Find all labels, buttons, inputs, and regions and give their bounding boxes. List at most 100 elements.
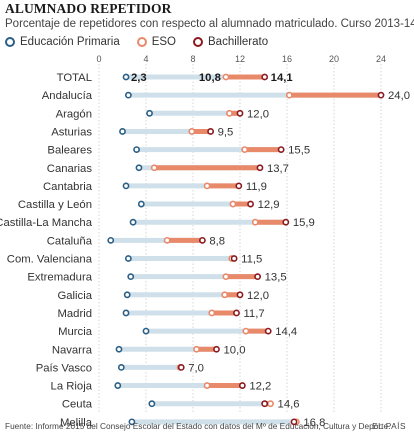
point-bachillerato bbox=[233, 309, 240, 317]
row-label: Melilla bbox=[60, 417, 93, 429]
point-primaria bbox=[148, 400, 156, 408]
row-label: Navarra bbox=[52, 344, 93, 356]
point-eso bbox=[226, 109, 233, 117]
row-label: Castilla-La Mancha bbox=[0, 217, 93, 229]
point-primaria bbox=[129, 218, 137, 226]
point-primaria bbox=[124, 91, 132, 99]
point-primaria bbox=[146, 109, 153, 117]
row-label: Galicia bbox=[57, 290, 92, 302]
data-label-value: 14,4 bbox=[275, 326, 297, 338]
tick-label-x-24: 24 bbox=[376, 54, 386, 64]
tick-label-x-20: 20 bbox=[329, 54, 339, 64]
point-eso bbox=[222, 273, 230, 281]
point-eso bbox=[222, 73, 230, 81]
row-label: País Vasco bbox=[36, 362, 92, 374]
legend: Educación Primaria ESO Bachillerato bbox=[5, 36, 285, 48]
data-label-value: 8,8 bbox=[209, 235, 225, 247]
point-eso bbox=[150, 164, 158, 172]
point-primaria bbox=[142, 327, 150, 335]
point-bachillerato bbox=[261, 400, 269, 408]
point-bachillerato bbox=[235, 182, 243, 190]
row-label: La Rioja bbox=[51, 381, 93, 393]
point-bachillerato bbox=[377, 91, 385, 99]
tick-label-x-16: 16 bbox=[282, 54, 292, 64]
point-eso bbox=[203, 182, 211, 190]
point-bachillerato bbox=[177, 363, 185, 371]
data-label-value: 14,6 bbox=[278, 399, 300, 411]
point-primaria bbox=[137, 200, 145, 208]
tick-label-x-4: 4 bbox=[143, 54, 148, 64]
data-label-value: 16,8 bbox=[303, 417, 325, 429]
data-label-primaria: 2,3 bbox=[131, 72, 147, 84]
point-primaria bbox=[128, 418, 136, 426]
data-label-value: 12,2 bbox=[249, 381, 271, 393]
row-label: TOTAL bbox=[57, 72, 92, 84]
point-bachillerato bbox=[261, 73, 269, 81]
point-eso bbox=[203, 382, 211, 389]
point-primaria bbox=[135, 164, 143, 172]
point-primaria bbox=[117, 363, 125, 371]
tick-label-x-12: 12 bbox=[235, 54, 245, 64]
data-label-value: 12,9 bbox=[258, 199, 280, 211]
data-label-value: 15,5 bbox=[288, 145, 310, 157]
legend-item-bachillerato: Bachillerato bbox=[193, 36, 268, 48]
point-eso bbox=[242, 327, 250, 335]
point-bachillerato bbox=[236, 291, 244, 299]
point-bachillerato bbox=[230, 255, 238, 262]
data-label-value: 11,7 bbox=[243, 308, 264, 320]
row-label: Cataluña bbox=[47, 235, 93, 247]
legend-label-bachillerato: Bachillerato bbox=[208, 36, 269, 48]
point-primaria bbox=[124, 255, 132, 262]
data-label-eso: 10,8 bbox=[199, 72, 221, 84]
point-eso bbox=[208, 309, 216, 317]
point-bachillerato bbox=[207, 128, 215, 135]
legend-marker-primaria bbox=[5, 37, 15, 47]
point-eso bbox=[267, 400, 274, 408]
point-bachillerato bbox=[198, 236, 206, 244]
row-label: Canarias bbox=[47, 163, 93, 175]
point-bachillerato bbox=[236, 109, 244, 117]
row-label: Baleares bbox=[47, 145, 92, 157]
point-primaria bbox=[122, 182, 130, 190]
row-label: Aragón bbox=[56, 108, 92, 120]
point-primaria bbox=[127, 273, 135, 281]
point-bachillerato bbox=[290, 418, 298, 426]
point-eso bbox=[193, 345, 200, 353]
data-label-value: 12,0 bbox=[247, 290, 269, 302]
point-eso bbox=[251, 218, 259, 226]
point-bachillerato bbox=[264, 327, 272, 335]
data-label-value: 15,9 bbox=[293, 217, 315, 229]
legend-label-eso: ESO bbox=[151, 36, 177, 48]
data-label-value: 13,7 bbox=[267, 163, 289, 175]
legend-marker-bachillerato bbox=[193, 37, 204, 47]
row-label: Com. Valenciana bbox=[7, 254, 93, 266]
point-bachillerato bbox=[247, 200, 254, 208]
row-label: Cantabria bbox=[43, 181, 93, 193]
data-label-bachillerato: 14,1 bbox=[271, 72, 293, 84]
data-label-value: 7,0 bbox=[188, 362, 204, 374]
chart-subtitle: Porcentaje de repetidores con respecto a… bbox=[5, 18, 414, 30]
point-bachillerato bbox=[238, 382, 246, 389]
point-eso bbox=[163, 236, 171, 244]
point-eso bbox=[285, 91, 293, 99]
point-primaria bbox=[119, 128, 126, 135]
data-label-value: 10,0 bbox=[224, 344, 246, 356]
point-primaria bbox=[114, 382, 122, 389]
row-label: Madrid bbox=[57, 308, 92, 320]
point-primaria bbox=[107, 236, 115, 244]
point-primaria bbox=[133, 146, 140, 153]
point-bachillerato bbox=[256, 164, 264, 172]
row-label: Ceuta bbox=[62, 399, 93, 411]
data-label-value: 11,9 bbox=[246, 181, 267, 193]
data-label-value: 24,0 bbox=[388, 90, 410, 102]
row-label: Asturias bbox=[51, 126, 92, 138]
point-primaria bbox=[115, 345, 123, 353]
data-label-value: 11,5 bbox=[241, 254, 262, 266]
brand-label: EL PAÍS bbox=[372, 421, 406, 431]
point-primaria bbox=[123, 291, 131, 299]
source-note: Fuente: Informe 2015 del Consejo Escolar… bbox=[5, 421, 391, 431]
legend-label-primaria: Educación Primaria bbox=[20, 36, 120, 48]
point-bachillerato bbox=[277, 146, 285, 153]
point-eso bbox=[229, 200, 237, 208]
